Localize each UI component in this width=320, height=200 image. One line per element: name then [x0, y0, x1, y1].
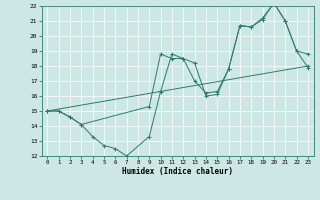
X-axis label: Humidex (Indice chaleur): Humidex (Indice chaleur)	[122, 167, 233, 176]
